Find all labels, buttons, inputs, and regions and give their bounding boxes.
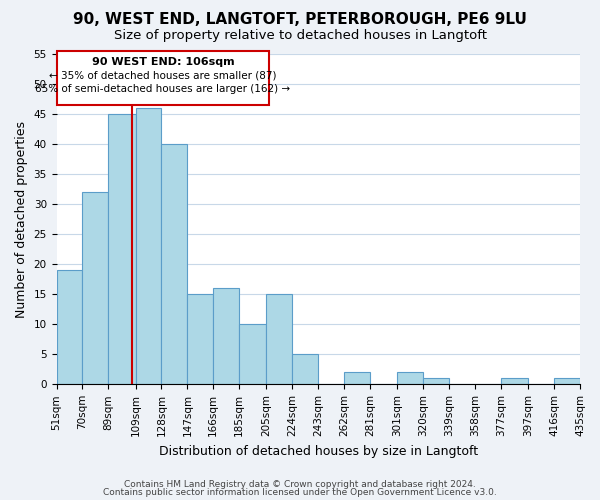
Bar <box>292 354 318 384</box>
Bar <box>423 378 449 384</box>
Bar <box>266 294 292 384</box>
Bar <box>501 378 528 384</box>
FancyBboxPatch shape <box>56 51 269 105</box>
Text: Contains HM Land Registry data © Crown copyright and database right 2024.: Contains HM Land Registry data © Crown c… <box>124 480 476 489</box>
Text: Size of property relative to detached houses in Langtoft: Size of property relative to detached ho… <box>113 29 487 42</box>
Bar <box>161 144 187 384</box>
Y-axis label: Number of detached properties: Number of detached properties <box>15 120 28 318</box>
Bar <box>82 192 109 384</box>
Bar <box>136 108 161 384</box>
Bar <box>213 288 239 384</box>
Text: 90, WEST END, LANGTOFT, PETERBOROUGH, PE6 9LU: 90, WEST END, LANGTOFT, PETERBOROUGH, PE… <box>73 12 527 28</box>
Bar <box>56 270 82 384</box>
Text: 65% of semi-detached houses are larger (162) →: 65% of semi-detached houses are larger (… <box>35 84 290 94</box>
Bar <box>239 324 266 384</box>
Bar <box>554 378 580 384</box>
X-axis label: Distribution of detached houses by size in Langtoft: Distribution of detached houses by size … <box>159 444 478 458</box>
Bar <box>344 372 370 384</box>
Text: ← 35% of detached houses are smaller (87): ← 35% of detached houses are smaller (87… <box>49 71 277 81</box>
Bar <box>397 372 423 384</box>
Text: 90 WEST END: 106sqm: 90 WEST END: 106sqm <box>92 57 234 67</box>
Text: Contains public sector information licensed under the Open Government Licence v3: Contains public sector information licen… <box>103 488 497 497</box>
Bar <box>187 294 213 384</box>
Bar <box>109 114 136 384</box>
